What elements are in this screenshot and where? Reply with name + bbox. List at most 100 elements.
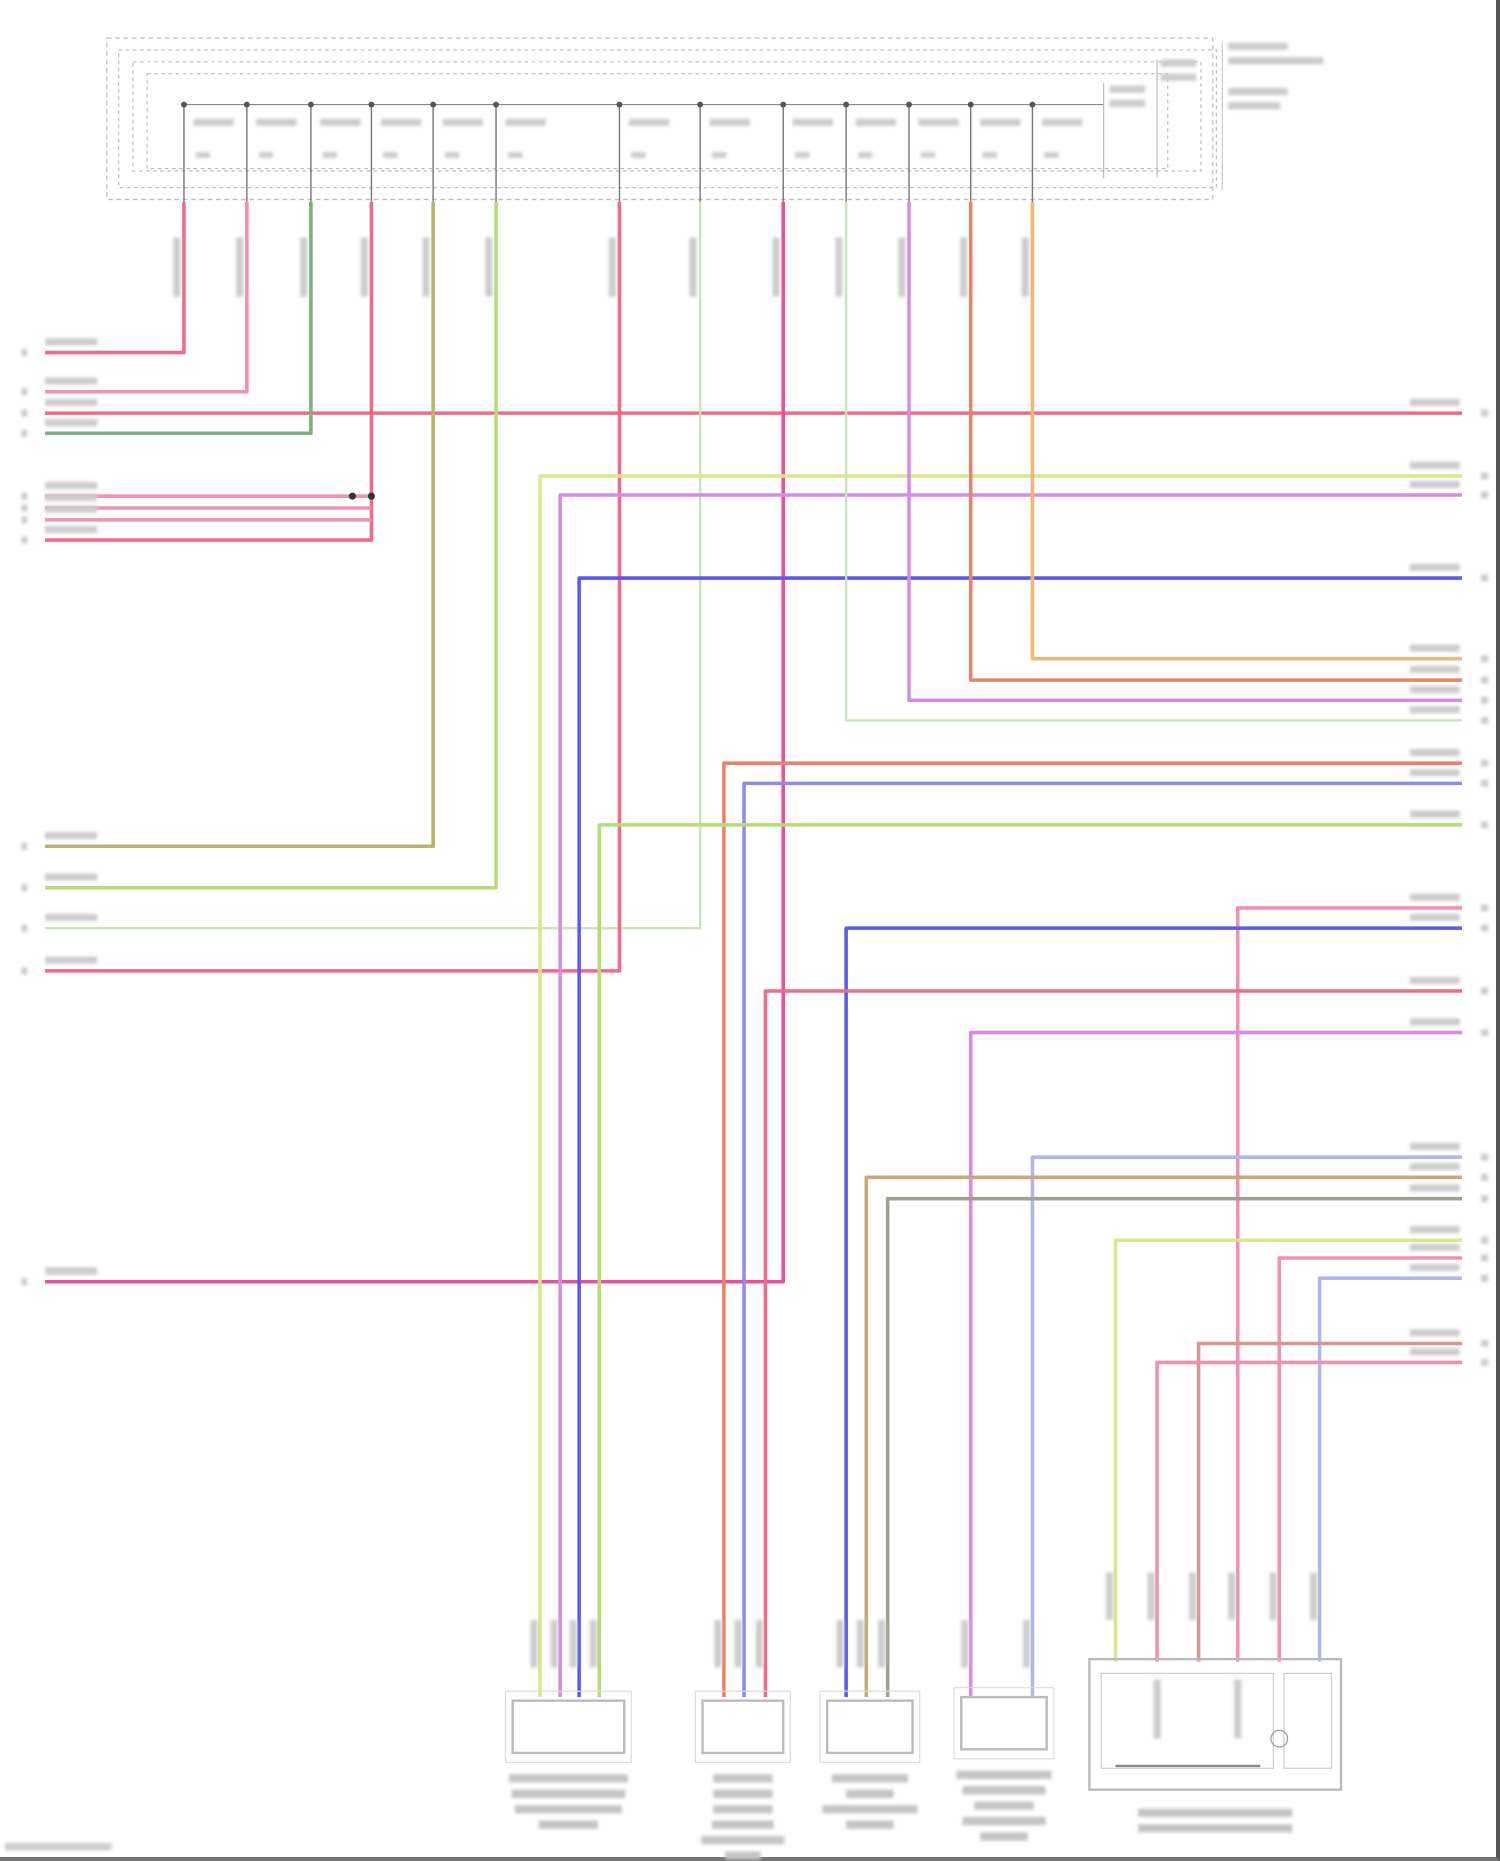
sensor-component-label	[831, 1774, 908, 1783]
pin-number	[1481, 716, 1489, 725]
sensor-component-label	[712, 1820, 774, 1829]
fuse-rating	[795, 152, 810, 158]
wire-label	[45, 419, 98, 427]
wire-label	[45, 505, 98, 513]
wire	[45, 201, 313, 436]
wire-label	[835, 237, 843, 297]
pin-number	[1481, 472, 1489, 480]
wire-label	[1409, 1018, 1460, 1026]
wire-label	[1147, 1572, 1155, 1620]
pin-number	[1481, 409, 1489, 417]
wire-label	[898, 237, 906, 297]
wire-label	[45, 913, 98, 922]
pin-number	[1481, 1195, 1489, 1203]
wire	[1113, 1238, 1463, 1662]
fuse-rating	[857, 152, 873, 158]
sensor-component-label	[511, 1789, 626, 1798]
wire-label	[1409, 1163, 1460, 1171]
wire-label	[1022, 1619, 1031, 1668]
wire-label	[1409, 1243, 1460, 1251]
wire	[1030, 201, 1463, 661]
wire-label	[1409, 1329, 1460, 1337]
wire-label	[45, 481, 98, 490]
wire-label	[1409, 893, 1460, 901]
sensor-component-label	[538, 1820, 599, 1829]
fuse-box-label	[1160, 59, 1197, 67]
wire-label	[1409, 810, 1460, 818]
wire	[968, 1030, 1463, 1698]
wire-label	[878, 1619, 886, 1668]
wire	[45, 201, 622, 973]
wire-label	[1409, 748, 1460, 757]
module-label	[1153, 1679, 1161, 1739]
pin-number	[1481, 1339, 1489, 1348]
fuse-rating	[445, 152, 460, 158]
wire	[742, 781, 1463, 1698]
wire	[538, 474, 1463, 1698]
wire-label	[45, 493, 98, 501]
wire-label	[1409, 1263, 1460, 1272]
fuse-rating	[982, 152, 997, 158]
sensor-component-label	[846, 1820, 894, 1829]
wire-label	[1409, 976, 1460, 984]
wire-label	[960, 237, 968, 297]
sensor-component-label	[974, 1801, 1034, 1810]
pin-number	[21, 924, 28, 932]
wire-label	[422, 237, 430, 297]
fuse-box-label	[1228, 102, 1281, 110]
pin-number	[21, 884, 28, 892]
wire	[45, 201, 435, 849]
wire	[844, 201, 1463, 722]
module-label	[1138, 1808, 1293, 1817]
fuse-label	[442, 118, 483, 126]
wire-label	[1409, 480, 1460, 488]
fuse-junction	[243, 101, 250, 108]
wire	[1196, 1341, 1463, 1662]
fuse-box-label	[1160, 73, 1197, 81]
fuse-rating	[507, 152, 523, 158]
wire	[763, 989, 1463, 1698]
wire-label	[45, 377, 98, 385]
splice-junction	[348, 492, 357, 500]
fuse-label	[918, 118, 959, 126]
pin-number	[1481, 696, 1489, 704]
wire-label	[1409, 913, 1460, 922]
wire	[45, 201, 498, 890]
sensor-component	[825, 1699, 914, 1755]
wire	[722, 761, 1463, 1698]
wire-label	[1021, 237, 1029, 297]
fuse-label	[628, 118, 670, 126]
pin-number	[21, 388, 28, 396]
fuse-rating	[920, 152, 936, 158]
fuse-box-label	[1228, 57, 1324, 65]
wire-label	[1189, 1572, 1197, 1620]
sensor-component-label	[515, 1805, 622, 1814]
fuse-rating	[631, 152, 646, 158]
wire-label	[45, 832, 98, 840]
sensor-component-label	[822, 1805, 918, 1814]
wire-label	[569, 1619, 577, 1668]
fuse-rating	[195, 152, 211, 158]
sensor-component-label	[962, 1786, 1046, 1795]
wire	[45, 201, 786, 1284]
fuse-label	[380, 118, 422, 126]
wire-label	[1310, 1572, 1318, 1620]
sensor-component-housing	[953, 1687, 1055, 1760]
wire-label	[45, 1267, 98, 1275]
wire-label	[1409, 1225, 1460, 1234]
fuse-rating	[1044, 152, 1059, 158]
wire	[45, 201, 702, 930]
sensor-component	[960, 1695, 1048, 1751]
wire-label	[1409, 769, 1460, 777]
wire-label	[589, 1619, 597, 1668]
pin-number	[1481, 1358, 1489, 1367]
sensor-component-label	[713, 1789, 773, 1798]
fuse-label	[855, 118, 896, 126]
wire-label	[236, 237, 244, 297]
wire-label	[1106, 1572, 1114, 1620]
module-inner	[1100, 1672, 1274, 1769]
wire	[1235, 906, 1463, 1662]
module-label	[1234, 1679, 1242, 1739]
pin-number	[21, 349, 28, 357]
module-inner	[1283, 1672, 1333, 1769]
